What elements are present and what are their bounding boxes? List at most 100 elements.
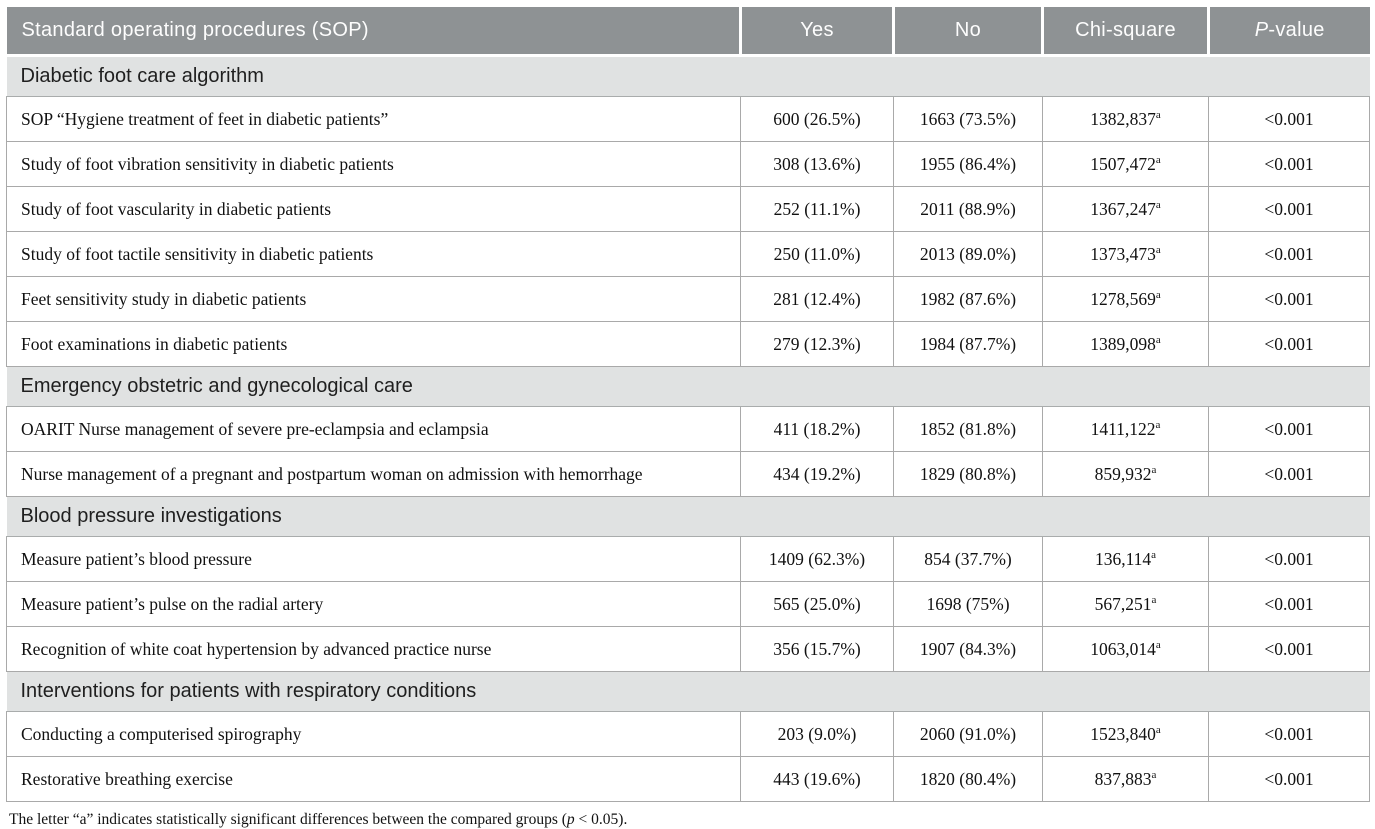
table-row: Recognition of white coat hypertension b…: [6, 626, 1370, 672]
superscript-a: a: [1151, 463, 1157, 476]
chi-square-value: 1278,569: [1090, 288, 1156, 309]
chi-square-cell: 1382,837a: [1042, 96, 1209, 142]
table-row: Restorative breathing exercise 443 (19.6%…: [6, 756, 1370, 802]
row-label: Restorative breathing exercise: [6, 756, 741, 802]
no-cell: 1852 (81.8%): [893, 406, 1043, 452]
no-cell: 1955 (86.4%): [893, 141, 1043, 187]
table-row: SOP “Hygiene treatment of feet in diabet…: [6, 96, 1370, 142]
chi-square-cell: 1389,098a: [1042, 321, 1209, 367]
table-header-row: Standard operating procedures (SOP) Yes …: [6, 7, 1370, 57]
no-cell: 1984 (87.7%): [893, 321, 1043, 367]
superscript-a: a: [1155, 243, 1161, 256]
p-value-cell: <0.001: [1208, 711, 1370, 757]
chi-square-cell: 859,932a: [1042, 451, 1209, 497]
p-value-cell: <0.001: [1208, 96, 1370, 142]
column-header-no: No: [892, 7, 1043, 57]
chi-square-cell: 136,114a: [1042, 536, 1209, 582]
section-title: Diabetic foot care algorithm: [6, 55, 1370, 97]
chi-square-value: 1389,098: [1090, 333, 1156, 354]
table-row: Study of foot tactile sensitivity in dia…: [6, 231, 1370, 277]
p-value-cell: <0.001: [1208, 536, 1370, 582]
no-cell: 1982 (87.6%): [893, 276, 1043, 322]
page: Standard operating procedures (SOP) Yes …: [0, 7, 1375, 828]
row-label: Measure patient’s blood pressure: [6, 536, 741, 582]
no-cell: 2060 (91.0%): [893, 711, 1043, 757]
p-value-italic-p: P: [1254, 19, 1269, 41]
column-header-yes: Yes: [739, 7, 894, 57]
row-label: Conducting a computerised spirography: [6, 711, 741, 757]
row-label: Measure patient’s pulse on the radial ar…: [6, 581, 741, 627]
chi-square-value: 859,932: [1094, 463, 1152, 484]
yes-cell: 250 (11.0%): [740, 231, 894, 277]
row-label: Study of foot vascularity in diabetic pa…: [6, 186, 741, 232]
yes-cell: 281 (12.4%): [740, 276, 894, 322]
superscript-a: a: [1155, 638, 1161, 651]
yes-cell: 308 (13.6%): [740, 141, 894, 187]
footnote: The letter “a” indicates statistically s…: [9, 811, 1375, 829]
column-header-p-value: P-value: [1207, 7, 1370, 57]
chi-square-cell: 1507,472a: [1042, 141, 1209, 187]
row-label: OARIT Nurse management of severe pre-ecl…: [6, 406, 741, 452]
no-cell: 854 (37.7%): [893, 536, 1043, 582]
section-header-row: Diabetic foot care algorithm: [6, 55, 1370, 97]
chi-square-value: 136,114: [1094, 548, 1152, 569]
section-header-row: Blood pressure investigations: [6, 496, 1370, 537]
p-value-cell: <0.001: [1208, 141, 1370, 187]
yes-cell: 279 (12.3%): [740, 321, 894, 367]
chi-square-value: 1373,473: [1090, 243, 1156, 264]
superscript-a: a: [1155, 108, 1161, 121]
p-value-cell: <0.001: [1208, 276, 1370, 322]
p-value-cell: <0.001: [1208, 406, 1370, 452]
no-cell: 1820 (80.4%): [893, 756, 1043, 802]
no-cell: 1663 (73.5%): [893, 96, 1043, 142]
p-value-rest: -value: [1268, 19, 1325, 41]
yes-cell: 356 (15.7%): [740, 626, 894, 672]
footnote-prefix: The letter “a” indicates statistically s…: [9, 811, 567, 828]
superscript-a: a: [1155, 723, 1161, 736]
table-row: OARIT Nurse management of severe pre-ecl…: [6, 406, 1370, 452]
chi-square-cell: 1523,840a: [1042, 711, 1209, 757]
yes-cell: 1409 (62.3%): [740, 536, 894, 582]
no-cell: 1698 (75%): [893, 581, 1043, 627]
section-title: Emergency obstetric and gynecological ca…: [6, 366, 1370, 407]
row-label: Study of foot vibration sensitivity in d…: [6, 141, 741, 187]
chi-square-value: 1507,472: [1090, 153, 1156, 174]
table-row: Measure patient’s pulse on the radial ar…: [6, 581, 1370, 627]
table-row: Study of foot vibration sensitivity in d…: [6, 141, 1370, 187]
table-row: Feet sensitivity study in diabetic patie…: [6, 276, 1370, 322]
footnote-italic-p: p: [566, 811, 575, 828]
superscript-a: a: [1155, 153, 1161, 166]
p-value-cell: <0.001: [1208, 581, 1370, 627]
chi-square-cell: 1367,247a: [1042, 186, 1209, 232]
chi-square-value: 1523,840: [1090, 723, 1156, 744]
chi-square-value: 567,251: [1094, 593, 1152, 614]
superscript-a: a: [1151, 768, 1157, 781]
column-header-sop: Standard operating procedures (SOP): [6, 7, 741, 57]
footnote-suffix: < 0.05).: [574, 811, 628, 828]
p-value-cell: <0.001: [1208, 321, 1370, 367]
yes-cell: 434 (19.2%): [740, 451, 894, 497]
section-header-row: Interventions for patients with respirat…: [6, 671, 1370, 712]
yes-cell: 565 (25.0%): [740, 581, 894, 627]
table-row: Foot examinations in diabetic patients 27…: [6, 321, 1370, 367]
chi-square-value: 1367,247: [1090, 198, 1156, 219]
chi-square-cell: 1373,473a: [1042, 231, 1209, 277]
p-value-cell: <0.001: [1208, 451, 1370, 497]
chi-square-cell: 837,883a: [1042, 756, 1209, 802]
p-value-cell: <0.001: [1208, 231, 1370, 277]
chi-square-cell: 1278,569a: [1042, 276, 1209, 322]
chi-square-value: 1411,122: [1090, 418, 1156, 439]
row-label: Foot examinations in diabetic patients: [6, 321, 741, 367]
table-row: Study of foot vascularity in diabetic pa…: [6, 186, 1370, 232]
chi-square-value: 837,883: [1094, 768, 1152, 789]
row-label: Study of foot tactile sensitivity in dia…: [6, 231, 741, 277]
superscript-a: a: [1151, 593, 1157, 606]
row-label: Feet sensitivity study in diabetic patie…: [6, 276, 741, 322]
yes-cell: 443 (19.6%): [740, 756, 894, 802]
yes-cell: 203 (9.0%): [740, 711, 894, 757]
no-cell: 2011 (88.9%): [893, 186, 1043, 232]
yes-cell: 411 (18.2%): [740, 406, 894, 452]
row-label: Nurse management of a pregnant and postp…: [6, 451, 741, 497]
superscript-a: a: [1155, 418, 1161, 431]
section-header-row: Emergency obstetric and gynecological ca…: [6, 366, 1370, 407]
